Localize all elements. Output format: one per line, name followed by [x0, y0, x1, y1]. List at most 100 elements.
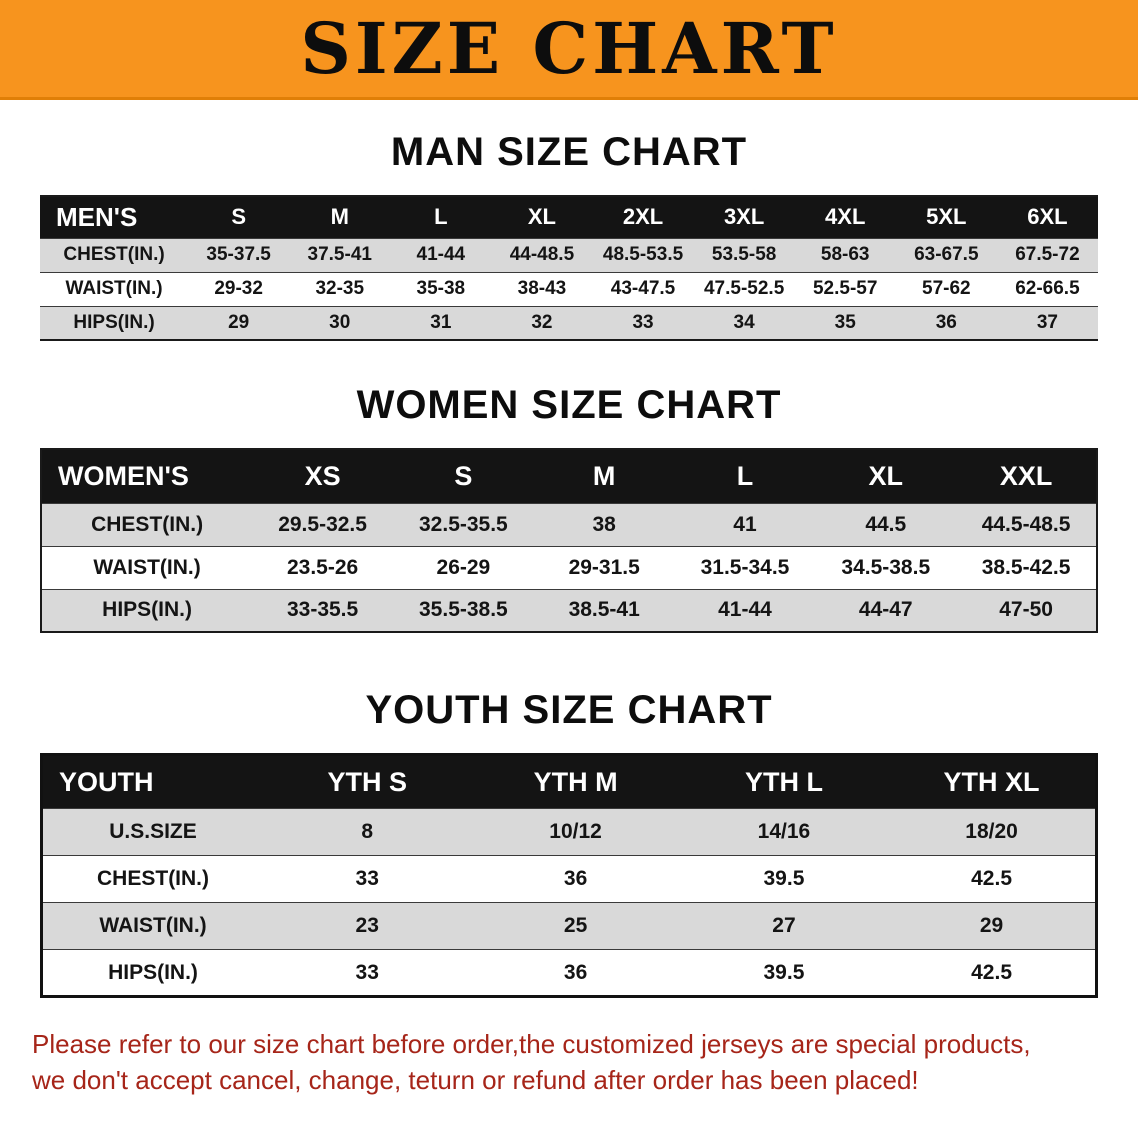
size-value-cell: 30 — [329, 311, 351, 333]
youth-size-table: YOUTH YTH S YTH M YTH L YTH XL U.S.SIZE 8 10/12… — [40, 753, 1098, 998]
size-value-cell: 23.5-26 — [286, 555, 359, 579]
men-section-heading: MAN SIZE CHART — [390, 130, 748, 174]
size-value-cell: 44.5 — [865, 512, 907, 536]
measure-label-cell: HIPS(IN.) — [73, 311, 155, 333]
measure-label-cell: CHEST(IN.) — [97, 867, 210, 890]
size-value-cell: 25 — [563, 914, 588, 937]
size-value-cell: 35.5-38.5 — [419, 598, 508, 622]
size-value-cell: 31 — [430, 311, 452, 333]
men-size-table: MEN'S S M L XL 2XL 3XL 4XL 5XL 6XL CHEST(IN.) 35-37… — [40, 195, 1098, 341]
table-row: CHEST(IN.) 35-37.5 37.5-41 41-44 44-48.5 48.5… — [40, 238, 1098, 272]
size-header-cell: L — [674, 449, 816, 503]
size-header-cell: 2XL — [592, 196, 694, 238]
table-row: CHEST(IN.) 29.5-32.5 32.5-35.5 38 41 44.5 44.5… — [41, 503, 1097, 546]
size-value-cell: 23 — [355, 914, 379, 937]
women-section-heading: WOMEN SIZE CHART — [356, 383, 782, 427]
size-value-cell: 34.5-38.5 — [841, 555, 931, 579]
measure-label-cell: CHEST(IN.) — [91, 512, 204, 536]
size-value-cell: 35-37.5 — [206, 244, 271, 265]
size-value-cell: 39.5 — [763, 960, 805, 984]
size-value-cell: 33 — [355, 867, 379, 890]
size-header-cell: 6XL — [996, 196, 1098, 238]
size-value-cell: 47-50 — [999, 598, 1053, 622]
disclaimer-note: Please refer to our size chart before or… — [0, 1026, 1138, 1119]
size-value-cell: 38 — [592, 512, 616, 536]
measure-label-cell: WAIST(IN.) — [99, 914, 207, 937]
size-header-cell: YTH L — [679, 754, 889, 809]
size-value-cell: 42.5 — [971, 867, 1012, 890]
size-value-cell: 8 — [361, 820, 374, 843]
size-value-cell: 41 — [733, 512, 757, 536]
size-header-cell: 3XL — [693, 196, 795, 238]
size-value-cell: 33-35.5 — [286, 598, 359, 622]
size-value-cell: 18/20 — [965, 820, 1018, 843]
size-value-cell: 67.5-72 — [1015, 244, 1080, 265]
size-header-cell: YTH M — [471, 754, 680, 809]
women-size-table: WOMEN'S XS S M L XL XXL CHEST(IN.) 29.5-32.5 32.5… — [40, 448, 1098, 633]
size-value-cell: 58-63 — [820, 244, 870, 265]
size-header-cell: S — [188, 196, 290, 238]
size-value-cell: 35-38 — [416, 278, 466, 299]
size-value-cell: 63-67.5 — [914, 244, 979, 265]
size-value-cell: 29.5-32.5 — [278, 512, 367, 536]
size-value-cell: 37.5-41 — [307, 244, 372, 265]
header-row: YOUTH YTH S YTH M YTH L YTH XL — [41, 754, 1097, 809]
measure-label-cell: HIPS(IN.) — [108, 960, 198, 984]
size-header-cell: YTH S — [263, 754, 472, 809]
disclaimer-line-2: we don't accept cancel, change, teturn o… — [32, 1065, 919, 1096]
size-value-cell: 36 — [563, 867, 588, 890]
measure-label-cell: WAIST(IN.) — [65, 278, 163, 299]
size-value-cell: 36 — [935, 311, 957, 333]
size-header-cell: S — [392, 449, 534, 503]
size-value-cell: 33 — [632, 311, 654, 333]
size-value-cell: 36 — [563, 960, 588, 984]
size-header-cell: M — [289, 196, 391, 238]
size-header-cell: M — [533, 449, 675, 503]
size-value-cell: 29 — [228, 311, 250, 333]
size-value-cell: 29-31.5 — [568, 555, 640, 579]
table-row: U.S.SIZE 8 10/12 14/16 18/20 — [41, 808, 1097, 856]
measure-label-cell: U.S.SIZE — [109, 820, 197, 843]
size-value-cell: 35 — [834, 311, 856, 333]
size-value-cell: 47.5-52.5 — [703, 278, 785, 299]
table-row: HIPS(IN.) 33 36 39.5 42.5 — [41, 949, 1097, 997]
size-value-cell: 32 — [531, 311, 553, 333]
size-value-cell: 34 — [733, 311, 755, 333]
size-value-cell: 14/16 — [757, 820, 811, 843]
size-value-cell: 42.5 — [971, 960, 1012, 984]
size-value-cell: 32-35 — [315, 278, 365, 299]
table-row: HIPS(IN.) 29 30 31 32 33 34 35 36 37 — [40, 306, 1098, 340]
size-value-cell: 38.5-42.5 — [981, 555, 1071, 579]
measure-label-cell: HIPS(IN.) — [102, 598, 193, 622]
table-row: WAIST(IN.) 23 25 27 29 — [41, 902, 1097, 950]
men-size-chart-section: MAN SIZE CHART MEN'S S M L XL 2XL 3XL 4XL 5XL 6XL… — [0, 130, 1138, 341]
size-header-cell: 4XL — [794, 196, 896, 238]
size-value-cell: 29 — [979, 914, 1004, 937]
size-value-cell: 53.5-58 — [711, 244, 777, 265]
table-row: CHEST(IN.) 33 36 39.5 42.5 — [41, 855, 1097, 903]
size-value-cell: 31.5-34.5 — [700, 555, 790, 579]
size-value-cell: 44-48.5 — [509, 244, 575, 265]
table-title-cell: MEN'S — [40, 196, 189, 238]
size-header-cell: L — [390, 196, 492, 238]
size-header-cell: 5XL — [895, 196, 997, 238]
size-value-cell: 43-47.5 — [610, 278, 676, 299]
size-value-cell: 32.5-35.5 — [419, 512, 508, 536]
size-header-cell: XL — [815, 449, 957, 503]
size-header-cell: XS — [252, 449, 393, 503]
header-row: WOMEN'S XS S M L XL XXL — [41, 449, 1097, 503]
disclaimer-line-1: Please refer to our size chart before or… — [32, 1029, 1031, 1059]
size-value-cell: 37 — [1036, 311, 1058, 333]
size-value-cell: 38-43 — [517, 278, 567, 299]
size-value-cell: 10/12 — [549, 820, 602, 843]
women-size-chart-section: WOMEN SIZE CHART WOMEN'S XS S M L XL XXL CHEST(… — [0, 383, 1138, 633]
measure-label-cell: CHEST(IN.) — [63, 244, 165, 265]
size-value-cell: 62-66.5 — [1015, 278, 1080, 299]
measure-label-cell: WAIST(IN.) — [93, 555, 201, 579]
size-value-cell: 26-29 — [436, 555, 491, 579]
size-value-cell: 41-44 — [416, 244, 466, 265]
size-header-cell: XXL — [956, 449, 1097, 503]
size-value-cell: 44.5-48.5 — [981, 512, 1071, 536]
size-value-cell: 48.5-53.5 — [602, 244, 684, 265]
